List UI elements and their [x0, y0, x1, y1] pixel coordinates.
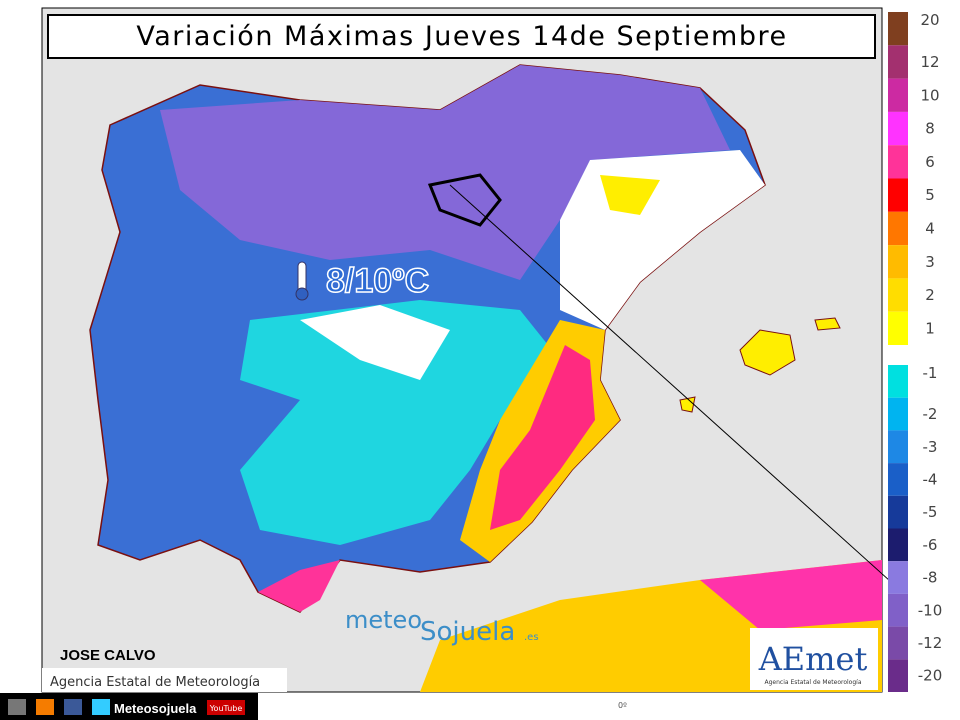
- legend-label: 1: [925, 319, 935, 337]
- legend-swatch: [888, 593, 908, 627]
- legend-label: 6: [925, 153, 935, 171]
- icon[interactable]: [92, 699, 110, 715]
- legend-label: 2: [925, 286, 935, 304]
- legend-label: 10: [920, 86, 939, 104]
- meridian: 0º: [618, 701, 627, 710]
- youtube[interactable]: YouTube: [209, 704, 243, 713]
- legend-swatch: [888, 397, 908, 431]
- author: JOSE CALVO: [60, 647, 156, 664]
- legend-label: 12: [920, 53, 939, 71]
- white-patch: [300, 305, 450, 380]
- thermometer-bulb: [295, 287, 309, 301]
- legend-label: -1: [923, 364, 938, 382]
- watermark-2: Sojuela: [420, 617, 515, 647]
- legend-swatch: [888, 211, 908, 246]
- legend-swatch: [888, 495, 908, 529]
- legend-label: 4: [925, 219, 935, 237]
- footer-site[interactable]: Meteosojuela: [114, 701, 197, 716]
- center-cyan: [240, 300, 560, 545]
- legend-swatch: [888, 659, 908, 692]
- legend-swatch: [888, 365, 908, 398]
- legend-swatch: [888, 45, 908, 79]
- legend-swatch: [888, 78, 908, 112]
- south-hot: [258, 560, 340, 612]
- balearic: [679, 317, 841, 413]
- legend-label: -4: [923, 470, 938, 488]
- title: Variación Máximas Jueves 14de Septiembre: [136, 21, 787, 52]
- legend-label: -8: [923, 569, 938, 587]
- legend-label: 5: [925, 186, 935, 204]
- legend-label: -2: [923, 405, 938, 423]
- temperature-label: 8/10ºC: [326, 262, 429, 300]
- legend-label: -5: [923, 503, 938, 521]
- source-box: [42, 668, 287, 692]
- legend-swatch: [888, 463, 908, 496]
- icon[interactable]: [36, 699, 54, 715]
- yellow-patch: [600, 175, 660, 215]
- legend-label: -3: [923, 438, 938, 456]
- icon[interactable]: [64, 699, 82, 715]
- icon[interactable]: [8, 699, 26, 715]
- source: Agencia Estatal de Meteorología: [50, 675, 260, 690]
- legend-swatch: [888, 111, 908, 146]
- north-band: [160, 65, 730, 280]
- legend-swatch: [888, 278, 908, 312]
- legend-label: 20: [920, 11, 939, 29]
- legend-swatch: [888, 245, 908, 279]
- legend-swatch: [888, 178, 908, 212]
- la-rioja: [427, 173, 502, 227]
- youtube-box[interactable]: [207, 700, 245, 715]
- legend-swatch: [888, 12, 908, 46]
- legend-label: 3: [925, 253, 935, 271]
- legend-swatch: [888, 561, 908, 594]
- legend-swatch: [888, 145, 908, 179]
- watermark-1: meteo: [345, 606, 422, 634]
- logo-box: [750, 628, 878, 690]
- legend-label: -20: [918, 667, 943, 685]
- southeast-hot: [490, 345, 595, 530]
- logo-subtitle: Agencia Estatal de Meteorología: [765, 679, 862, 686]
- legend-label: 8: [925, 120, 935, 138]
- watermark-3: .es: [524, 632, 539, 643]
- legend-label: -6: [923, 536, 938, 554]
- legend-swatch: [888, 626, 908, 660]
- legend-swatch: [888, 528, 908, 562]
- legend-swatch: [888, 430, 908, 464]
- legend-swatch: [888, 311, 908, 345]
- legend-label: -12: [918, 634, 943, 652]
- logo: AEmet: [758, 640, 868, 678]
- africa-hot: [700, 560, 882, 630]
- title-box: [47, 14, 876, 59]
- guide-line: [449, 184, 901, 591]
- legend-label: -10: [918, 601, 943, 619]
